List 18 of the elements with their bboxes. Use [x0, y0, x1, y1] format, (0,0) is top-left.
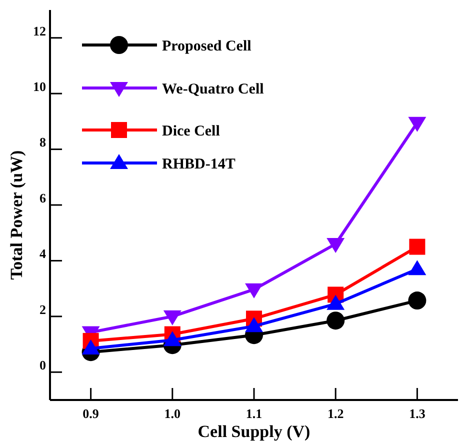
legend-label: Dice Cell — [162, 123, 220, 140]
y-axis-title: Total Power (uW) — [7, 150, 26, 280]
legend-label: RHBD-14T — [162, 156, 236, 172]
y-tick-label: 4 — [40, 246, 46, 262]
x-tick-label: 1.3 — [409, 406, 426, 421]
x-tick-label: 1.0 — [164, 406, 181, 421]
legend-label: We-Quatro Cell — [162, 81, 264, 98]
y-tick-label: 6 — [40, 190, 46, 206]
x-tick-label: 1.1 — [246, 406, 262, 421]
legend-label: Proposed Cell — [162, 38, 252, 54]
y-tick-label: 12 — [33, 23, 46, 38]
y-tick-label: 2 — [40, 302, 46, 317]
x-tick-label: 0.9 — [82, 406, 100, 421]
x-tick-label: 1.2 — [327, 406, 344, 421]
y-tick-label: 0 — [40, 358, 46, 373]
x-axis-title: Cell Supply (V) — [198, 422, 310, 441]
y-tick-label: 8 — [40, 134, 46, 150]
y-tick-label: 10 — [33, 78, 46, 94]
